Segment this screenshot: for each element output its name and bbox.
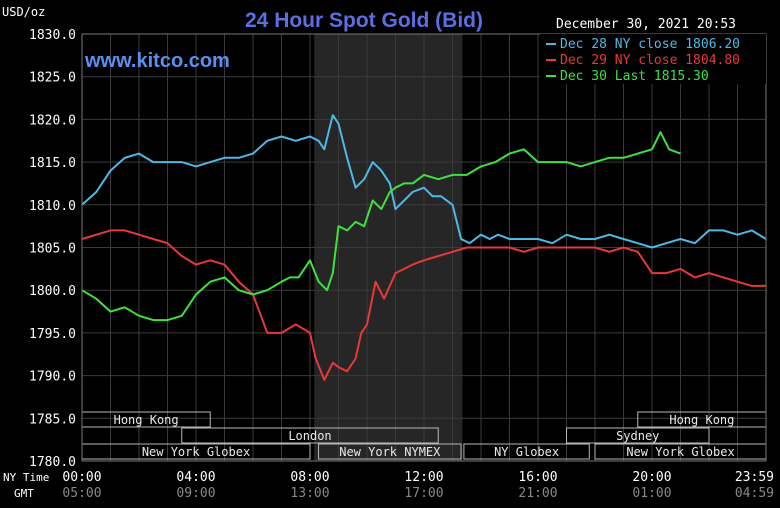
series-line-3 [81,131,681,322]
price-series [81,114,767,381]
ny-time-label: NY Time [3,471,49,484]
session-label: New York Globex [626,445,734,459]
x-tick-label-gmt: 13:00 [290,486,329,501]
y-tick-label: 1820.0 [29,113,76,128]
plot-frame [81,33,767,462]
x-tick-label-gmt: 17:00 [404,486,443,501]
series-line-1 [81,114,767,249]
x-tick-label-gmt: 01:00 [632,486,671,501]
grid-lines [81,33,767,462]
x-tick-label-gmt: 09:00 [176,486,215,501]
y-tick-label: 1790.0 [29,370,76,385]
gmt-label: GMT [14,487,34,500]
y-axis-unit-label: USD/oz [2,5,45,19]
y-tick-label: 1810.0 [29,199,76,214]
chart-title: 24 Hour Spot Gold (Bid) [245,9,483,32]
x-tick-label-ny: 08:00 [290,470,329,485]
session-label: Hong Kong [114,413,179,427]
market-sessions: Hong Kong Hong Kong London Sydney New York G… [81,411,767,460]
session-box [318,443,462,460]
session-box [181,427,439,444]
session-label: London [288,429,331,443]
x-tick-label-gmt: 05:00 [62,486,101,501]
x-tick-label-ny: 23:59 [735,470,774,485]
x-tick-label-gmt: 21:00 [518,486,557,501]
y-tick-label: 1780.0 [29,455,76,470]
x-tick-label-ny: 04:00 [176,470,215,485]
y-tick-label: 1825.0 [29,71,76,86]
y-axis: 1830.0 1825.0 1820.0 1815.0 1810.0 1805.0 1800… [29,28,76,470]
session-box [566,427,710,444]
legend-label: Dec 29 NY close 1804.80 [560,53,740,68]
legend-label: Dec 28 NY close 1806.20 [560,37,740,52]
x-tick-label-gmt: 04:59 [735,486,774,501]
session-label: Sydney [616,429,659,443]
x-tick-label-ny: 20:00 [632,470,671,485]
session-label: Hong Kong [669,413,734,427]
y-tick-label: 1785.0 [29,412,76,427]
x-tick-label-ny: 00:00 [62,470,101,485]
y-tick-label: 1795.0 [29,327,76,342]
x-tick-label-ny: 12:00 [404,470,443,485]
timestamp: December 30, 2021 20:53 [556,17,736,32]
session-box [463,443,590,460]
y-tick-label: 1815.0 [29,156,76,171]
y-tick-label: 1805.0 [29,242,76,257]
session-label: New York Globex [142,445,250,459]
session-label: NY Globex [494,445,559,459]
session-label: New York NYMEX [339,445,441,459]
y-tick-label: 1800.0 [29,284,76,299]
x-axis: 00:00 04:00 08:00 12:00 16:00 20:00 23:59 05:00… [62,470,774,501]
y-tick-label: 1830.0 [29,28,76,43]
series-line-2 [81,229,766,381]
x-tick-label-ny: 16:00 [518,470,557,485]
legend-background [540,34,766,84]
legend-label: Dec 30 Last 1815.30 [560,69,709,84]
kitco-watermark: www.kitco.com [84,50,230,72]
